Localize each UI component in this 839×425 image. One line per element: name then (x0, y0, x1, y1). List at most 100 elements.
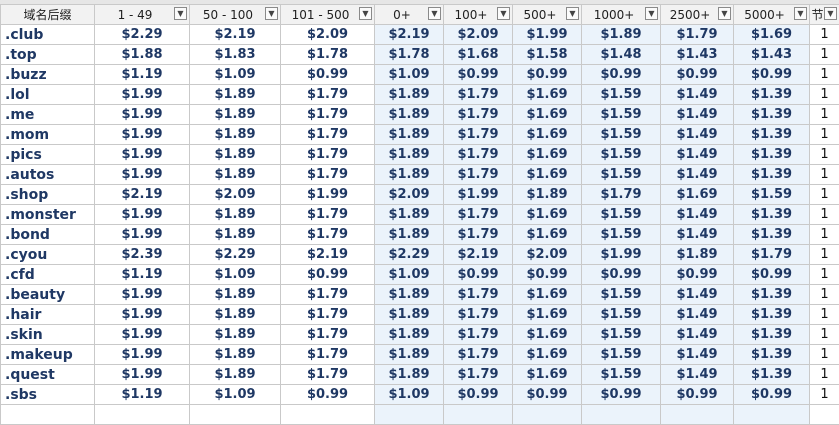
tld-cell[interactable]: .top (1, 45, 95, 65)
years-cell[interactable]: 1 (810, 265, 839, 285)
price-cell[interactable]: $1.69 (661, 185, 734, 205)
years-cell[interactable]: 1 (810, 185, 839, 205)
price-cell[interactable]: $1.89 (375, 85, 444, 105)
tld-cell[interactable]: .bond (1, 225, 95, 245)
price-cell[interactable]: $1.89 (190, 345, 281, 365)
price-cell[interactable]: $1.39 (734, 365, 810, 385)
price-cell[interactable]: $1.79 (281, 205, 375, 225)
price-cell[interactable]: $1.68 (444, 45, 513, 65)
years-cell[interactable]: 1 (810, 345, 839, 365)
tld-cell[interactable]: .sbs (1, 385, 95, 405)
price-cell[interactable]: $1.79 (444, 105, 513, 125)
price-cell[interactable]: $1.89 (190, 145, 281, 165)
price-cell[interactable]: $1.39 (734, 85, 810, 105)
price-cell[interactable]: $1.69 (734, 25, 810, 45)
price-cell[interactable]: $1.49 (661, 165, 734, 185)
filter-dropdown-icon[interactable]: ▼ (428, 7, 441, 20)
price-cell[interactable]: $1.59 (582, 305, 661, 325)
filter-dropdown-icon[interactable]: ▼ (497, 7, 510, 20)
price-cell[interactable]: $0.99 (444, 265, 513, 285)
price-cell[interactable]: $1.59 (734, 185, 810, 205)
price-cell[interactable]: $1.09 (375, 265, 444, 285)
tld-cell[interactable]: .club (1, 25, 95, 45)
price-cell[interactable]: $1.69 (513, 225, 582, 245)
column-header[interactable]: 0+▼ (375, 5, 444, 25)
price-cell[interactable]: $2.19 (444, 245, 513, 265)
price-cell[interactable]: $1.89 (190, 125, 281, 145)
column-header[interactable]: 1 - 49▼ (95, 5, 190, 25)
price-cell[interactable]: $0.99 (734, 65, 810, 85)
price-cell[interactable]: $0.99 (513, 385, 582, 405)
years-cell[interactable]: 1 (810, 25, 839, 45)
empty-cell[interactable] (582, 405, 661, 425)
years-cell[interactable]: 1 (810, 385, 839, 405)
price-cell[interactable]: $1.89 (375, 205, 444, 225)
price-cell[interactable]: $1.39 (734, 305, 810, 325)
years-cell[interactable]: 1 (810, 225, 839, 245)
price-cell[interactable]: $1.59 (582, 365, 661, 385)
price-cell[interactable]: $1.39 (734, 105, 810, 125)
price-cell[interactable]: $1.09 (190, 265, 281, 285)
price-cell[interactable]: $1.99 (95, 145, 190, 165)
price-cell[interactable]: $1.89 (190, 225, 281, 245)
price-cell[interactable]: $0.99 (734, 385, 810, 405)
price-cell[interactable]: $1.79 (281, 325, 375, 345)
tld-cell[interactable]: .skin (1, 325, 95, 345)
price-cell[interactable]: $1.79 (444, 305, 513, 325)
price-cell[interactable]: $1.43 (661, 45, 734, 65)
column-header[interactable]: 2500+▼ (661, 5, 734, 25)
price-cell[interactable]: $1.89 (513, 185, 582, 205)
empty-cell[interactable] (281, 405, 375, 425)
price-cell[interactable]: $2.29 (190, 245, 281, 265)
price-cell[interactable]: $1.59 (582, 85, 661, 105)
price-cell[interactable]: $1.09 (190, 65, 281, 85)
price-cell[interactable]: $1.79 (281, 365, 375, 385)
years-cell[interactable]: 1 (810, 285, 839, 305)
price-cell[interactable]: $1.59 (582, 145, 661, 165)
price-cell[interactable]: $2.19 (281, 245, 375, 265)
price-cell[interactable]: $1.69 (513, 125, 582, 145)
price-cell[interactable]: $2.19 (375, 25, 444, 45)
empty-cell[interactable] (1, 405, 95, 425)
tld-cell[interactable]: .me (1, 105, 95, 125)
price-cell[interactable]: $1.69 (513, 205, 582, 225)
price-cell[interactable]: $2.09 (444, 25, 513, 45)
price-cell[interactable]: $1.49 (661, 285, 734, 305)
price-cell[interactable]: $1.89 (190, 85, 281, 105)
price-cell[interactable]: $1.09 (375, 65, 444, 85)
years-cell[interactable]: 1 (810, 65, 839, 85)
price-cell[interactable]: $1.99 (95, 85, 190, 105)
tld-cell[interactable]: .monster (1, 205, 95, 225)
price-cell[interactable]: $1.49 (661, 305, 734, 325)
years-cell[interactable]: 1 (810, 45, 839, 65)
column-header[interactable]: 100+▼ (444, 5, 513, 25)
filter-dropdown-icon[interactable]: ▼ (824, 7, 837, 20)
tld-cell[interactable]: .hair (1, 305, 95, 325)
price-cell[interactable]: $1.99 (95, 165, 190, 185)
price-cell[interactable]: $0.99 (281, 385, 375, 405)
price-cell[interactable]: $0.99 (661, 385, 734, 405)
filter-dropdown-icon[interactable]: ▼ (645, 7, 658, 20)
price-cell[interactable]: $1.49 (661, 225, 734, 245)
tld-cell[interactable]: .makeup (1, 345, 95, 365)
price-cell[interactable]: $1.89 (190, 325, 281, 345)
tld-cell[interactable]: .cyou (1, 245, 95, 265)
tld-cell[interactable]: .beauty (1, 285, 95, 305)
tld-cell[interactable]: .pics (1, 145, 95, 165)
price-cell[interactable]: $1.99 (513, 25, 582, 45)
price-cell[interactable]: $1.89 (375, 165, 444, 185)
column-header[interactable]: 节▼ (810, 5, 839, 25)
price-cell[interactable]: $1.49 (661, 105, 734, 125)
column-header[interactable]: 5000+▼ (734, 5, 810, 25)
price-cell[interactable]: $1.89 (375, 345, 444, 365)
price-cell[interactable]: $0.99 (281, 265, 375, 285)
price-cell[interactable]: $0.99 (734, 265, 810, 285)
price-cell[interactable]: $1.99 (95, 225, 190, 245)
price-cell[interactable]: $1.79 (281, 105, 375, 125)
column-header[interactable]: 500+▼ (513, 5, 582, 25)
empty-cell[interactable] (95, 405, 190, 425)
price-cell[interactable]: $2.39 (95, 245, 190, 265)
price-cell[interactable]: $1.79 (444, 205, 513, 225)
price-cell[interactable]: $1.49 (661, 145, 734, 165)
price-cell[interactable]: $1.78 (375, 45, 444, 65)
